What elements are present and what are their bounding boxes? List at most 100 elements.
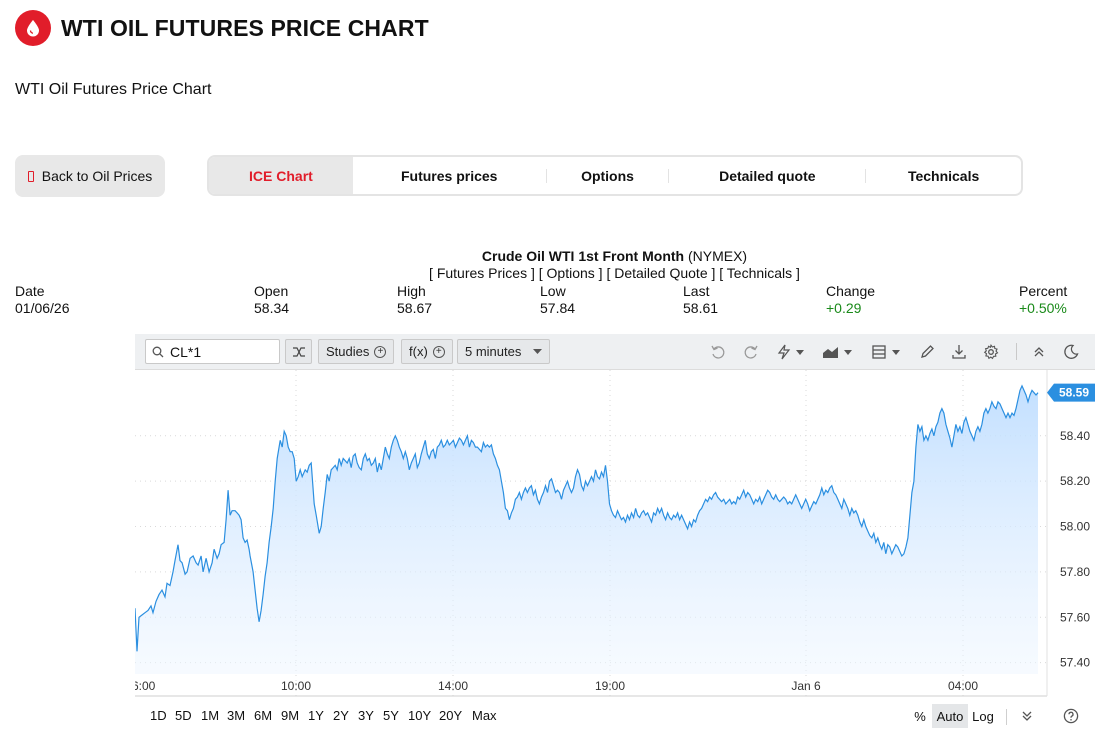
chart-type-dropdown[interactable] [821,342,855,362]
chart-widget: Studies + f(x) + 5 minutes [135,334,1095,736]
range-button-1d[interactable]: 1D [150,708,167,723]
drawing-tools-dropdown[interactable] [775,342,807,362]
y-tick-label: 57.40 [1060,656,1090,670]
fx-button[interactable]: f(x) + [401,339,453,364]
instrument-name: Crude Oil WTI 1st Front Month [481,248,685,264]
tab-detailed-quote[interactable]: Detailed quote [719,167,816,184]
undo-button[interactable] [709,342,727,362]
price-area [135,385,1038,674]
stat-percent-value: +0.50% [1019,300,1067,316]
page-title: WTI OIL FUTURES PRICE CHART [61,14,429,41]
studies-button[interactable]: Studies + [318,339,395,364]
range-button-5y[interactable]: 5Y [383,708,399,723]
stat-last-value: 58.61 [683,300,719,316]
last-price-marker: 58.59 [1047,383,1095,402]
collapse-icon [1034,347,1044,357]
stat-date: Date 01/06/26 [15,283,70,317]
expand-button[interactable] [1018,704,1036,728]
tab-divider [668,168,670,183]
help-icon [1063,708,1079,724]
chart-toolbar: Studies + f(x) + 5 minutes [135,334,1095,370]
y-tick-label: 58.20 [1060,474,1090,488]
redo-button[interactable] [742,342,760,362]
settings-button[interactable] [982,342,1000,362]
range-button-1y[interactable]: 1Y [308,708,324,723]
stat-low-label: Low [540,283,566,299]
fx-label: f(x) [409,344,428,359]
pencil-icon [921,345,934,358]
interval-label: 5 minutes [465,344,522,359]
chart-tabs: ICE Chart Futures prices Options Detaile… [207,155,1023,196]
search-icon [152,346,164,357]
range-button-6m[interactable]: 6M [254,708,273,723]
tab-options[interactable]: Options [581,167,634,184]
range-bar: 1D 5D 1M 3M 6M 9M 1Y 2Y 3Y 5Y 10Y 20Y Max % Auto Log [135,704,1095,730]
x-tick-label: 6:00 [135,679,156,693]
back-to-oil-prices-button[interactable]: Back to Oil Prices [15,155,165,197]
stat-low-value: 57.84 [540,300,576,316]
stat-low: Low 57.84 [540,283,575,317]
symbol-search [145,339,280,364]
tab-technicals[interactable]: Technicals [907,167,980,184]
help-button[interactable] [1061,704,1081,728]
auto-scale-button[interactable]: Auto [932,704,968,728]
drawing-tools-icon [777,344,804,360]
range-button-max[interactable]: Max [472,708,497,723]
range-button-10y[interactable]: 10Y [408,708,432,723]
draw-button[interactable] [918,342,936,362]
range-bar-divider [1006,709,1007,725]
y-tick-label: 57.60 [1060,610,1090,624]
collapse-button[interactable] [1030,342,1048,362]
range-button-9m[interactable]: 9M [281,708,300,723]
exchange-name: (NYMEX) [687,248,748,264]
compare-icon [292,346,305,357]
undo-icon [711,345,725,359]
chart-type-icon [823,347,852,358]
tab-ice-chart[interactable]: ICE Chart [209,157,353,194]
oil-drop-icon [15,10,51,46]
quote-links[interactable]: [ Futures Prices ] [ Options ] [ Detaile… [429,265,800,281]
stat-high-label: High [397,283,426,299]
y-tick-label: 58.00 [1060,520,1090,534]
dark-mode-button[interactable] [1062,342,1080,362]
tab-divider [865,168,867,183]
range-button-3m[interactable]: 3M [227,708,246,723]
layout-dropdown[interactable] [871,342,903,362]
tab-divider [545,168,547,183]
chevron-down-icon [533,348,542,354]
x-tick-label: 10:00 [281,679,311,693]
layout-icon [872,345,900,359]
back-icon [27,170,34,182]
symbol-input[interactable] [170,343,270,360]
compare-button[interactable] [285,339,312,364]
stat-date-value: 01/06/26 [15,300,70,316]
gear-icon [983,344,999,360]
stat-percent: Percent +0.50% [1019,283,1067,317]
percent-scale-button[interactable]: % [914,708,926,724]
range-button-1m[interactable]: 1M [201,708,220,723]
page-header: WTI OIL FUTURES PRICE CHART [15,10,429,46]
download-icon [952,345,966,359]
interval-select[interactable]: 5 minutes [457,339,550,364]
range-button-2y[interactable]: 2Y [333,708,349,723]
range-button-3y[interactable]: 3Y [358,708,374,723]
stat-last-label: Last [683,283,710,299]
price-chart[interactable]: 58.40 58.20 58.00 57.80 57.60 57.40 6:00 10:00… [135,370,1095,700]
quote-heading: Crude Oil WTI 1st Front Month (NYMEX) [0,248,1109,264]
tab-futures-prices[interactable]: Futures prices [400,167,498,184]
studies-label: Studies [326,344,370,359]
stat-date-label: Date [15,283,45,299]
stat-open: Open 58.34 [254,283,289,317]
log-scale-button[interactable]: Log [972,708,994,724]
download-button[interactable] [950,342,968,362]
stat-percent-label: Percent [1019,283,1068,299]
back-button-label: Back to Oil Prices [41,168,153,184]
range-button-20y[interactable]: 20Y [439,708,463,723]
price-line [135,384,1039,652]
range-button-5d[interactable]: 5D [175,708,192,723]
y-tick-label: 58.40 [1060,429,1090,443]
page-subtitle: WTI Oil Futures Price Chart [15,81,212,98]
add-icon: + [432,345,445,358]
add-icon: + [374,345,387,358]
stat-open-label: Open [254,283,289,299]
